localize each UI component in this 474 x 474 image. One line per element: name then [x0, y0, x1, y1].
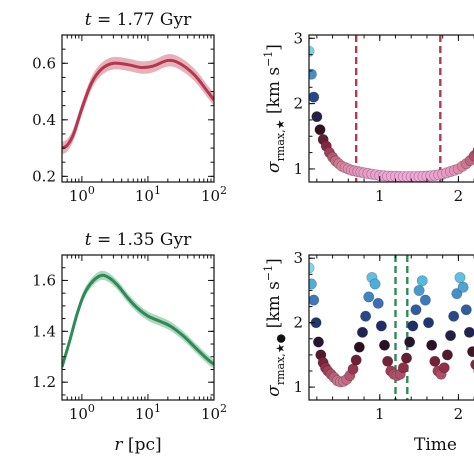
y-tick-label: 0.4: [32, 111, 56, 129]
x-tick-label: 2: [454, 405, 464, 423]
x-tick-label: 101: [135, 184, 161, 205]
data-point: [416, 275, 428, 287]
data-point: [375, 320, 387, 332]
data-point: [451, 288, 463, 300]
data-point: [309, 278, 317, 290]
y-tick-label: 1.2: [32, 373, 56, 391]
data-point: [401, 352, 413, 364]
panel-title: t = 1.35 Gyr: [85, 230, 192, 250]
y-tick-label: 1.4: [32, 322, 56, 340]
data-point: [312, 336, 324, 348]
panel-bottom-left: 100 101 102 1.2 1.4 1.6 t = 1.35 Gyr r [pc]: [32, 230, 227, 455]
data-point: [429, 355, 441, 367]
data-point: [467, 346, 474, 358]
data-point: [470, 359, 474, 370]
data-point: [454, 272, 466, 284]
axes-frame: [61, 34, 215, 183]
x-tick-label: 1: [375, 405, 385, 423]
x-tick-label: 100: [69, 184, 95, 205]
data-point: [356, 326, 368, 338]
x-tick-label: 100: [69, 402, 95, 423]
data-point: [309, 45, 315, 57]
data-point: [445, 330, 457, 342]
axes-frame: [61, 254, 215, 401]
data-point: [309, 294, 320, 306]
y-tick-label: 2: [293, 95, 303, 113]
panel-bottom-right: 1 2 1 2 3 Time σrmax,★● [km s−1]: [262, 249, 474, 455]
data-point: [410, 304, 422, 316]
plot-area: [309, 35, 474, 182]
profile-line: [62, 273, 214, 368]
data-point: [413, 284, 425, 296]
y-axis-label: σrmax,★● [km s−1]: [262, 258, 287, 396]
data-point: [314, 124, 326, 136]
uncertainty-band: [62, 270, 214, 372]
data-point: [382, 355, 394, 367]
panel-top-left: 100 101 102 0.2 0.4 0.6 t = 1.77 Gyr: [32, 10, 227, 205]
y-tick-label: 3: [293, 249, 303, 267]
plot-area: [62, 270, 214, 372]
plot-area: [62, 54, 214, 155]
data-point: [350, 354, 362, 366]
data-point: [426, 339, 438, 351]
plot-area: [309, 255, 474, 400]
data-point: [369, 278, 381, 290]
data-point: [372, 297, 384, 309]
data-point: [404, 336, 416, 348]
y-tick-label: 0.2: [32, 167, 56, 185]
data-point: [448, 310, 460, 322]
x-tick-label: 102: [201, 184, 227, 205]
panel-title: t = 1.77 Gyr: [85, 10, 192, 30]
y-tick-label: 1: [293, 378, 303, 396]
panel-top-right: 1 2 1 2 3 σrmax,★ [km s−1]: [262, 29, 474, 205]
y-tick-label: 1: [293, 160, 303, 178]
x-tick-label: 102: [201, 402, 227, 423]
data-point: [457, 281, 469, 293]
data-point: [463, 326, 474, 338]
data-point: [468, 150, 474, 162]
x-tick-label: 1: [375, 187, 385, 205]
x-axis-label: Time: [414, 435, 457, 455]
x-tick-label: 2: [454, 187, 464, 205]
x-tick-label: 101: [135, 402, 161, 423]
y-tick-label: 0.6: [32, 54, 56, 72]
y-tick-label: 3: [293, 29, 303, 47]
data-point: [407, 320, 419, 332]
data-point: [460, 304, 472, 316]
data-point: [438, 362, 450, 374]
y-tick-label: 1.6: [32, 271, 56, 289]
profile-line: [62, 58, 214, 150]
data-point: [353, 341, 365, 353]
data-point: [309, 262, 315, 274]
data-point: [423, 317, 435, 329]
data-point: [441, 349, 453, 361]
y-axis-label: σrmax,★ [km s−1]: [262, 44, 287, 173]
data-point: [309, 68, 317, 80]
y-tick-label: 2: [293, 314, 303, 332]
data-point: [397, 362, 409, 374]
data-point: [378, 339, 390, 351]
data-point: [311, 111, 323, 123]
x-axis-label: r [pc]: [114, 435, 161, 455]
data-point: [419, 294, 431, 306]
data-point: [360, 310, 372, 322]
data-point: [363, 291, 375, 303]
data-point: [309, 91, 320, 103]
